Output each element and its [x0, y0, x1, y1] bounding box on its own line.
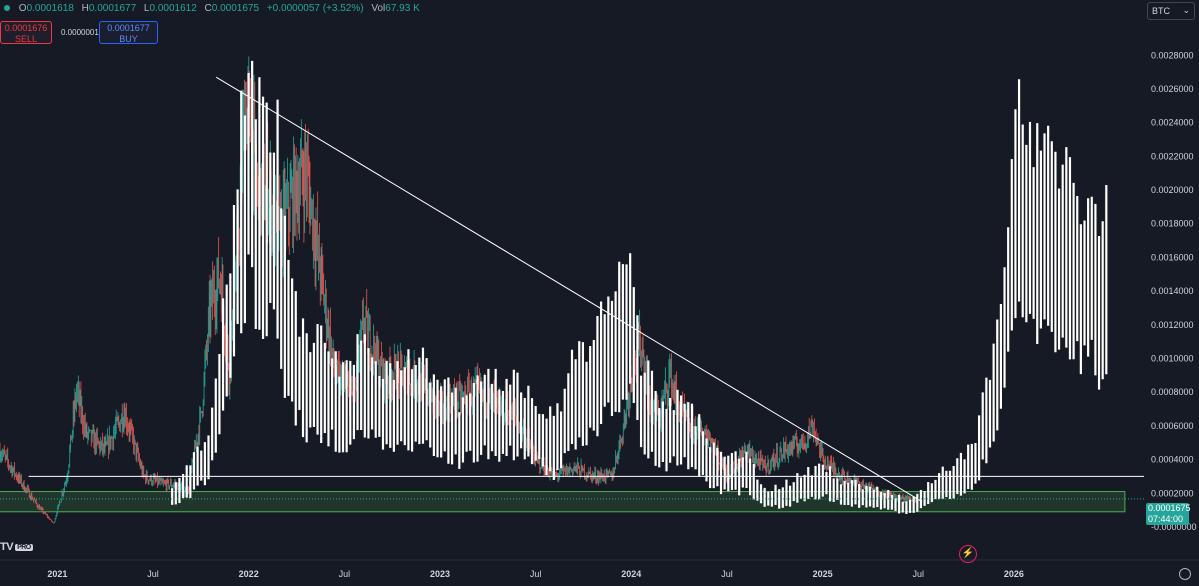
overlay-bars-layer [171, 60, 1108, 514]
price-axis-tick: 0.0026000 [1151, 84, 1194, 94]
time-axis-tick: 2021 [47, 569, 67, 579]
time-axis-tick: Jul [721, 569, 733, 579]
change-value: +0.0000057 (+3.52%) [266, 3, 364, 14]
settings-gear-icon[interactable] [1179, 568, 1191, 580]
time-axis-tick: 2025 [813, 569, 833, 579]
spread-value: 0.0000001 [61, 28, 99, 37]
price-axis-tick: 0.0008000 [1151, 387, 1194, 397]
price-axis-tick: 0.0016000 [1151, 252, 1194, 262]
price-axis-tick: 0.0020000 [1151, 185, 1194, 195]
sell-label: SELL [14, 34, 38, 44]
bar-countdown: 07:44:00 [1148, 514, 1184, 524]
tradingview-logo[interactable]: TV PRO [0, 541, 33, 553]
time-axis-tick: Jul [339, 569, 351, 579]
high-value: 0.0001677 [88, 3, 137, 14]
open-value: 0.0001618 [26, 3, 74, 14]
price-axis-tick: -0.0000000 [1151, 522, 1197, 532]
sell-button[interactable]: 0.0001676 SELL [0, 21, 52, 44]
buy-price: 0.0001677 [107, 23, 150, 33]
low-label: L [143, 3, 150, 14]
high-label: H [81, 3, 89, 14]
time-axis-tick: 2023 [430, 569, 450, 579]
lightning-icon[interactable]: ⚡ [959, 545, 977, 563]
price-axis-tick: 0.0028000 [1151, 50, 1194, 60]
price-axis-tick: 0.0018000 [1151, 219, 1194, 229]
sell-price: 0.0001676 [4, 23, 48, 33]
buy-label: BUY [119, 34, 138, 44]
time-axis-tick: Jul [147, 569, 159, 579]
time-axis: 2021 Jul 2022 Jul 2023 Jul 2024 Jul 2025 Jul 2026 [0, 559, 1199, 579]
low-value: 0.0001612 [149, 3, 197, 14]
time-axis-tick: Jul [530, 569, 542, 579]
price-axis-tick: 0.0004000 [1151, 455, 1194, 465]
open-label: O [18, 3, 27, 14]
price-axis-tick: 0.0002000 [1151, 488, 1194, 498]
logo-text: TV [0, 541, 14, 553]
last-price-value: 0.0001675 [1148, 503, 1191, 513]
buy-button[interactable]: 0.0001677 BUY [99, 21, 158, 44]
volume-value: 67.93 K [385, 3, 420, 14]
price-axis: 0.0028000 0.0026000 0.0024000 0.0022000 0.00… [1151, 50, 1197, 532]
price-axis-tick: 0.0006000 [1151, 421, 1194, 431]
last-price-tag: 0.0001675 07:44:00 [1146, 503, 1191, 525]
price-axis-tick: 0.0024000 [1151, 118, 1194, 128]
price-axis-tick: 0.0010000 [1151, 353, 1194, 363]
compare-symbol-label: BTC [1152, 6, 1170, 16]
price-axis-tick: 0.0014000 [1151, 286, 1194, 296]
compare-symbol-selector[interactable]: BTC ⌄ [1147, 2, 1195, 20]
close-label: C [204, 3, 212, 14]
trendline [215, 76, 923, 503]
time-axis-tick: 2024 [621, 569, 641, 579]
price-axis-tick: 0.0012000 [1151, 320, 1194, 330]
ohlc-legend: O0.0001618 H0.0001677 L0.0001612 C0.0001… [4, 3, 425, 14]
pro-badge: PRO [15, 543, 33, 551]
price-axis-tick: 0.0022000 [1151, 151, 1194, 161]
chevron-down-icon: ⌄ [1182, 5, 1190, 15]
support-zone [0, 491, 1126, 513]
time-axis-tick: 2022 [239, 569, 259, 579]
close-value: 0.0001675 [211, 3, 260, 14]
time-axis-tick: Jul [913, 569, 925, 579]
volume-label: Vol [371, 3, 386, 14]
time-axis-tick: 2026 [1004, 569, 1024, 579]
status-dot-icon [4, 5, 10, 11]
